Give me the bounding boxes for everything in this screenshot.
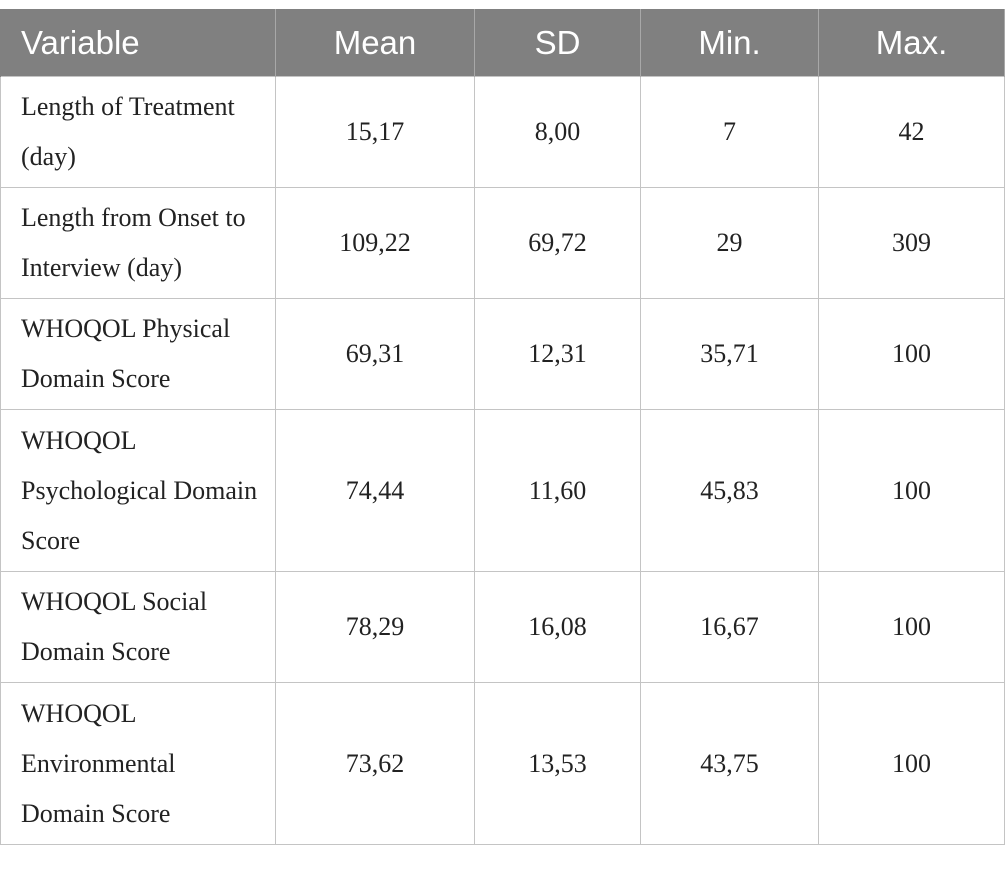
descriptive-statistics-table: Variable Mean SD Min. Max. Length of Tre… xyxy=(0,9,1005,845)
header-sd: SD xyxy=(474,9,641,77)
cell-min: 16,67 xyxy=(640,571,819,683)
header-row: Variable Mean SD Min. Max. xyxy=(0,9,1005,77)
cell-variable: WHOQOL Psychological Domain Score xyxy=(0,409,276,572)
cell-max: 309 xyxy=(818,187,1005,299)
cell-sd: 69,72 xyxy=(474,187,641,299)
cell-variable: Length from Onset to Interview (day) xyxy=(0,187,276,299)
table-header: Variable Mean SD Min. Max. xyxy=(0,9,1005,77)
header-mean: Mean xyxy=(275,9,475,77)
cell-min: 45,83 xyxy=(640,409,819,572)
header-variable: Variable xyxy=(0,9,276,77)
cell-max: 100 xyxy=(818,682,1005,845)
cell-sd: 12,31 xyxy=(474,298,641,410)
table-row: Length from Onset to Interview (day) 109… xyxy=(0,187,1005,299)
table-row: Length of Treatment (day) 15,17 8,00 7 4… xyxy=(0,76,1005,188)
cell-sd: 11,60 xyxy=(474,409,641,572)
table-row: WHOQOL Environmental Domain Score 73,62 … xyxy=(0,682,1005,845)
cell-max: 100 xyxy=(818,298,1005,410)
table-row: WHOQOL Social Domain Score 78,29 16,08 1… xyxy=(0,571,1005,683)
cell-sd: 16,08 xyxy=(474,571,641,683)
header-max: Max. xyxy=(818,9,1005,77)
cell-mean: 15,17 xyxy=(275,76,475,188)
cell-sd: 8,00 xyxy=(474,76,641,188)
cell-mean: 73,62 xyxy=(275,682,475,845)
statistics-table-container: Variable Mean SD Min. Max. Length of Tre… xyxy=(0,9,1005,870)
table-row: WHOQOL Physical Domain Score 69,31 12,31… xyxy=(0,298,1005,410)
cell-mean: 78,29 xyxy=(275,571,475,683)
cell-variable: WHOQOL Social Domain Score xyxy=(0,571,276,683)
cell-sd: 13,53 xyxy=(474,682,641,845)
cell-max: 42 xyxy=(818,76,1005,188)
table-body: Length of Treatment (day) 15,17 8,00 7 4… xyxy=(0,76,1005,845)
table-row: WHOQOL Psychological Domain Score 74,44 … xyxy=(0,409,1005,572)
cell-min: 43,75 xyxy=(640,682,819,845)
cell-variable: Length of Treatment (day) xyxy=(0,76,276,188)
cell-min: 35,71 xyxy=(640,298,819,410)
cell-mean: 109,22 xyxy=(275,187,475,299)
cell-variable: WHOQOL Physical Domain Score xyxy=(0,298,276,410)
cell-variable: WHOQOL Environmental Domain Score xyxy=(0,682,276,845)
cell-min: 29 xyxy=(640,187,819,299)
cell-min: 7 xyxy=(640,76,819,188)
cell-max: 100 xyxy=(818,571,1005,683)
header-min: Min. xyxy=(640,9,819,77)
cell-mean: 74,44 xyxy=(275,409,475,572)
cell-mean: 69,31 xyxy=(275,298,475,410)
cell-max: 100 xyxy=(818,409,1005,572)
